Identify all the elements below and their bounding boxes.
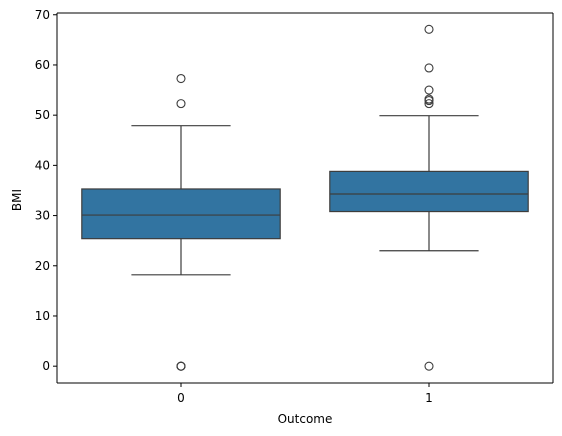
plot-area — [81, 24, 529, 371]
y-tick-label: 20 — [35, 259, 50, 273]
y-tick-label: 40 — [35, 158, 50, 172]
y-tick-label: 0 — [42, 359, 50, 373]
iqr-box — [81, 188, 281, 240]
axes: 0 10 20 30 40 50 60 70 0 1 — [35, 8, 554, 405]
outlier-point — [424, 94, 434, 104]
iqr-box — [329, 170, 529, 213]
box-group-1 — [329, 24, 529, 371]
outlier-point — [424, 63, 434, 73]
outlier-point — [176, 73, 186, 84]
outlier-point — [424, 24, 434, 34]
outlier-point — [176, 99, 186, 109]
outlier-point — [176, 361, 186, 371]
y-tick-label: 50 — [35, 108, 50, 122]
y-tick-label: 10 — [35, 309, 50, 323]
x-tick-label: 1 — [425, 391, 433, 405]
outlier-point — [424, 361, 434, 371]
y-tick-label: 30 — [35, 209, 50, 223]
outlier-point — [424, 99, 434, 109]
y-tick-label: 60 — [35, 58, 50, 72]
x-axis-title: Outcome — [278, 412, 333, 426]
box-group-0 — [81, 73, 281, 371]
y-axis-title: BMI — [10, 189, 24, 211]
y-tick-label: 70 — [35, 8, 50, 22]
x-tick-label: 0 — [177, 391, 185, 405]
outlier-point — [424, 85, 434, 95]
